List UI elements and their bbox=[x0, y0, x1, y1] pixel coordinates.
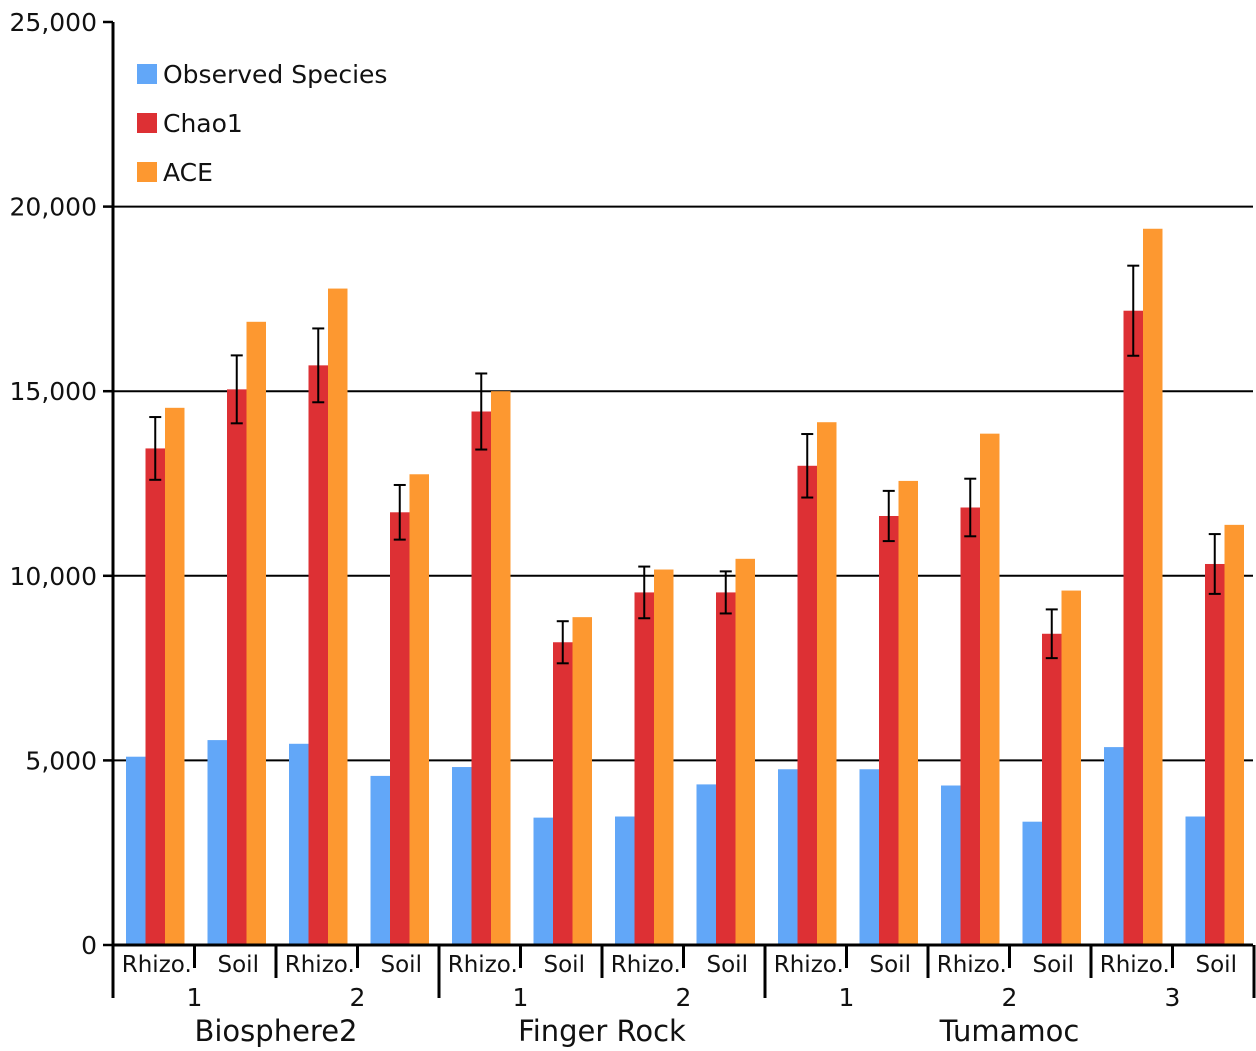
category-label: Soil bbox=[1196, 952, 1237, 978]
legend-label: ACE bbox=[163, 158, 213, 187]
bar bbox=[1022, 821, 1042, 945]
bar bbox=[797, 465, 817, 945]
category-label: Rhizo. bbox=[937, 952, 1007, 978]
axes bbox=[111, 22, 1256, 998]
y-tick-label: 20,000 bbox=[10, 193, 97, 222]
bar bbox=[491, 391, 511, 945]
bar bbox=[615, 816, 635, 945]
y-tick-label: 0 bbox=[81, 931, 97, 960]
bar bbox=[126, 756, 146, 945]
legend-label: Observed Species bbox=[163, 60, 387, 89]
gridlines bbox=[113, 205, 1253, 762]
category-label: Soil bbox=[1033, 952, 1074, 978]
bar bbox=[1143, 228, 1163, 945]
bar bbox=[1123, 310, 1143, 946]
bar bbox=[471, 411, 491, 946]
bar bbox=[859, 769, 879, 945]
legend-label: Chao1 bbox=[163, 109, 243, 138]
group-label: Finger Rock bbox=[518, 1014, 686, 1048]
category-label: Soil bbox=[870, 952, 911, 978]
bars bbox=[126, 228, 1244, 946]
bar bbox=[716, 592, 736, 945]
y-tick-label: 10,000 bbox=[10, 562, 97, 591]
bar bbox=[735, 558, 755, 945]
y-tick-label: 15,000 bbox=[10, 377, 97, 406]
x-axis-labels: Rhizo. Soil Rhizo. Soil Rhizo. Soil Rhizo. Soil… bbox=[122, 952, 1237, 1048]
bar bbox=[246, 321, 266, 945]
y-tick-label: 5,000 bbox=[25, 746, 97, 775]
bar bbox=[572, 617, 592, 945]
legend-swatch bbox=[137, 113, 157, 133]
bar bbox=[778, 769, 798, 945]
bar bbox=[980, 433, 1000, 945]
legend-swatch bbox=[137, 64, 157, 84]
subgroup-label: 2 bbox=[676, 983, 692, 1012]
y-axis-ticks: 0 5,000 10,000 15,000 20,000 25,000 bbox=[10, 8, 113, 960]
bar bbox=[879, 515, 899, 945]
subgroup-label: 1 bbox=[839, 983, 855, 1012]
legend-swatch bbox=[137, 162, 157, 182]
subgroup-label: 2 bbox=[1002, 983, 1018, 1012]
bar bbox=[1104, 747, 1124, 945]
error-bars bbox=[149, 264, 1221, 665]
bar bbox=[1205, 563, 1225, 945]
group-label: Tumamoc bbox=[939, 1014, 1080, 1048]
bar bbox=[328, 288, 348, 946]
y-tick-label: 25,000 bbox=[10, 8, 97, 37]
category-label: Soil bbox=[381, 952, 422, 978]
legend: Observed Species Chao1 ACE bbox=[137, 60, 387, 187]
bar bbox=[898, 480, 918, 945]
subgroup-label: 1 bbox=[187, 983, 203, 1012]
bar bbox=[390, 512, 410, 945]
category-label: Rhizo. bbox=[285, 952, 355, 978]
bar bbox=[1061, 590, 1081, 945]
category-label: Rhizo. bbox=[1100, 952, 1170, 978]
bar bbox=[696, 784, 716, 945]
category-label: Rhizo. bbox=[774, 952, 844, 978]
group-label: Biosphere2 bbox=[194, 1014, 357, 1048]
bar bbox=[370, 775, 390, 945]
category-label: Rhizo. bbox=[448, 952, 518, 978]
bar bbox=[452, 767, 472, 945]
subgroup-label: 1 bbox=[513, 983, 529, 1012]
category-label: Soil bbox=[707, 952, 748, 978]
bar bbox=[654, 569, 674, 945]
category-label: Soil bbox=[218, 952, 259, 978]
category-label: Rhizo. bbox=[122, 952, 192, 978]
bar bbox=[207, 740, 227, 945]
bar bbox=[553, 642, 573, 945]
bar bbox=[634, 592, 654, 945]
bar bbox=[533, 817, 553, 945]
category-label: Rhizo. bbox=[611, 952, 681, 978]
bar bbox=[145, 448, 165, 945]
bar bbox=[227, 389, 247, 945]
bar bbox=[409, 474, 429, 945]
bar bbox=[941, 785, 961, 945]
bar bbox=[289, 743, 309, 945]
category-label: Soil bbox=[544, 952, 585, 978]
bar bbox=[165, 407, 185, 946]
subgroup-label: 3 bbox=[1165, 983, 1181, 1012]
bar bbox=[1224, 524, 1244, 945]
bar bbox=[308, 365, 328, 946]
bar bbox=[1042, 633, 1062, 945]
bar bbox=[1185, 816, 1205, 945]
bar bbox=[817, 422, 837, 946]
subgroup-label: 2 bbox=[350, 983, 366, 1012]
bar bbox=[960, 507, 980, 945]
